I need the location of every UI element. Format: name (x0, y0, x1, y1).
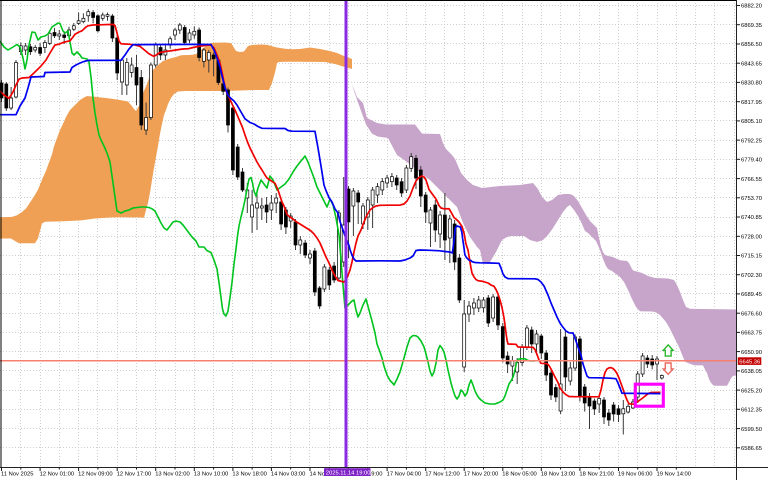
svg-text:6650.90: 6650.90 (741, 350, 762, 356)
svg-text:6645.36: 6645.36 (739, 359, 760, 365)
svg-text:17 Nov 20:00: 17 Nov 20:00 (464, 471, 498, 477)
svg-text:6612.35: 6612.35 (741, 408, 762, 414)
svg-text:6882.20: 6882.20 (741, 4, 762, 10)
svg-text:17 Nov 12:00: 17 Nov 12:00 (425, 471, 459, 477)
svg-text:14 Nov 03:00: 14 Nov 03:00 (271, 471, 305, 477)
svg-text:13 Nov 02:00: 13 Nov 02:00 (155, 471, 189, 477)
svg-text:6689.45: 6689.45 (741, 292, 762, 298)
svg-text:6715.15: 6715.15 (741, 254, 762, 260)
svg-text:6586.65: 6586.65 (741, 446, 762, 452)
svg-text:6625.20: 6625.20 (741, 388, 762, 394)
svg-text:6830.80: 6830.80 (741, 81, 762, 87)
svg-text:12 Nov 17:00: 12 Nov 17:00 (117, 471, 151, 477)
svg-text:6702.30: 6702.30 (741, 273, 762, 279)
svg-text:13 Nov 10:00: 13 Nov 10:00 (194, 471, 228, 477)
svg-text:17 Nov 04:00: 17 Nov 04:00 (387, 471, 421, 477)
svg-text:6599.50: 6599.50 (741, 427, 762, 433)
svg-text:6869.35: 6869.35 (741, 23, 762, 29)
svg-text:6843.65: 6843.65 (741, 61, 762, 67)
svg-text:2025.11.14 19:00: 2025.11.14 19:00 (326, 470, 371, 476)
svg-text:6753.70: 6753.70 (741, 196, 762, 202)
svg-text:6779.40: 6779.40 (741, 158, 762, 164)
svg-text:18 Nov 05:00: 18 Nov 05:00 (502, 471, 536, 477)
svg-text:6740.85: 6740.85 (741, 215, 762, 221)
svg-text:6792.25: 6792.25 (741, 138, 762, 144)
svg-text:12 Nov 09:00: 12 Nov 09:00 (78, 471, 112, 477)
svg-text:6638.05: 6638.05 (741, 369, 762, 375)
svg-text:6805.10: 6805.10 (741, 119, 762, 125)
svg-text:6663.75: 6663.75 (741, 331, 762, 337)
svg-text:6676.60: 6676.60 (741, 311, 762, 317)
svg-text:18 Nov 13:00: 18 Nov 13:00 (541, 471, 575, 477)
svg-text:18 Nov 21:00: 18 Nov 21:00 (579, 471, 613, 477)
svg-text:6817.95: 6817.95 (741, 100, 762, 106)
svg-text:19 Nov 06:00: 19 Nov 06:00 (618, 471, 652, 477)
svg-text:12 Nov 01:00: 12 Nov 01:00 (40, 471, 74, 477)
svg-text:13 Nov 18:00: 13 Nov 18:00 (232, 471, 266, 477)
svg-text:11 Nov 2025: 11 Nov 2025 (1, 471, 33, 477)
svg-text:6766.55: 6766.55 (741, 177, 762, 183)
svg-text:6728.00: 6728.00 (741, 235, 762, 241)
svg-text:19 Nov 14:00: 19 Nov 14:00 (657, 471, 691, 477)
svg-text:6856.50: 6856.50 (741, 42, 762, 48)
